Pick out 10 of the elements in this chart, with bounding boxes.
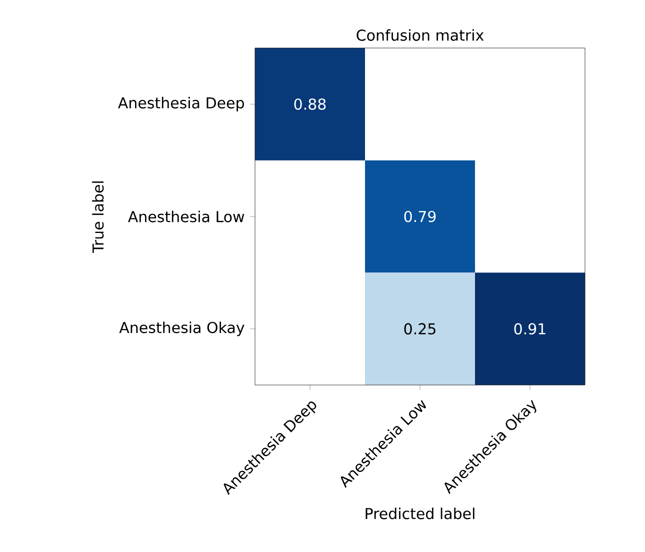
chart-title: Confusion matrix [356,29,484,41]
data-label: 0.91 [514,323,546,335]
x-axis-title: Predicted label [366,508,474,520]
y-tick-label: Anesthesia Deep [118,96,244,112]
y-axis-title: True label [92,181,104,254]
data-label: 0.79 [404,210,436,222]
y-tick-label: Anesthesia Low [128,210,244,222]
y-tick-label: Anesthesia Okay [119,322,244,336]
data-label: 0.88 [294,98,326,110]
data-label: 0.25 [404,323,436,335]
